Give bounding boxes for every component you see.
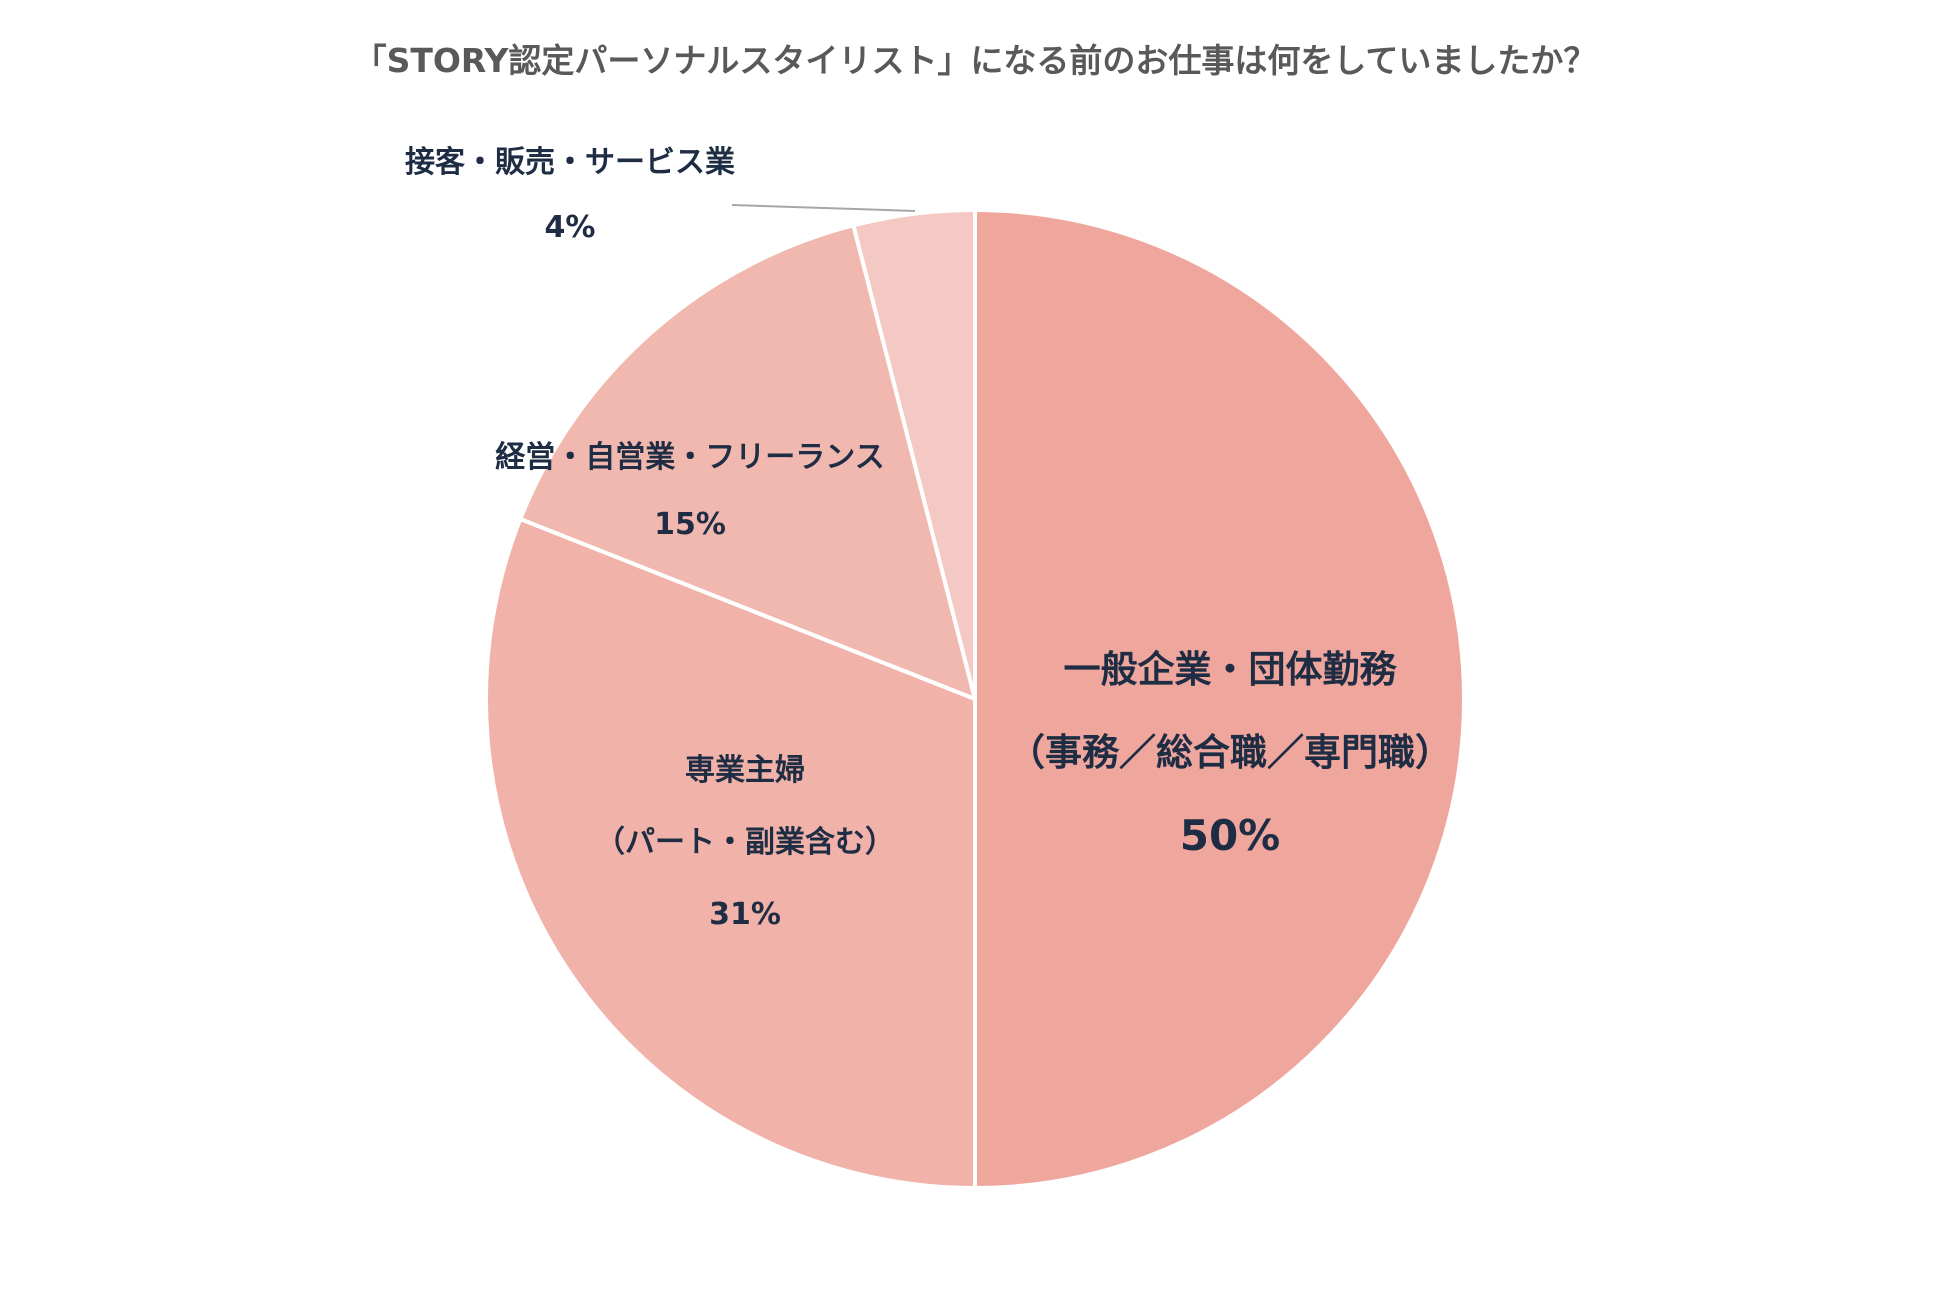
slice-label-general-company: 一般企業・団体勤務 （事務／総合職／専門職） 50%	[980, 628, 1480, 877]
leader-line	[731, 204, 916, 212]
label-name: 接客・販売・サービス業	[405, 145, 735, 180]
label-name: 経営・自営業・フリーランス	[495, 440, 885, 475]
label-sub: （パート・副業含む）	[595, 825, 895, 860]
label-name: 専業主婦	[685, 753, 805, 788]
chart-title: 「STORY認定パーソナルスタイリスト」になる前のお仕事は何をしていましたか？	[353, 41, 1597, 80]
label-sub: （事務／総合職／専門職）	[1008, 731, 1452, 774]
pie-slice-2	[518, 223, 977, 701]
label-percent: 4%	[544, 210, 596, 245]
slice-label-service: 接客・販売・サービス業 4%	[370, 130, 770, 260]
pie-slice-3	[851, 208, 977, 701]
label-percent: 31%	[709, 897, 781, 932]
pie-slice-1	[484, 516, 977, 1190]
pie-slice-0	[973, 208, 1466, 1190]
pie-slices	[484, 208, 1466, 1190]
label-name: 一般企業・団体勤務	[1063, 648, 1397, 691]
label-percent: 15%	[654, 507, 726, 542]
label-percent: 50%	[1179, 811, 1281, 860]
slice-label-housewife: 専業主婦 （パート・副業含む） 31%	[545, 735, 945, 951]
slice-label-self-employed: 経営・自営業・フリーランス 15%	[455, 424, 925, 558]
